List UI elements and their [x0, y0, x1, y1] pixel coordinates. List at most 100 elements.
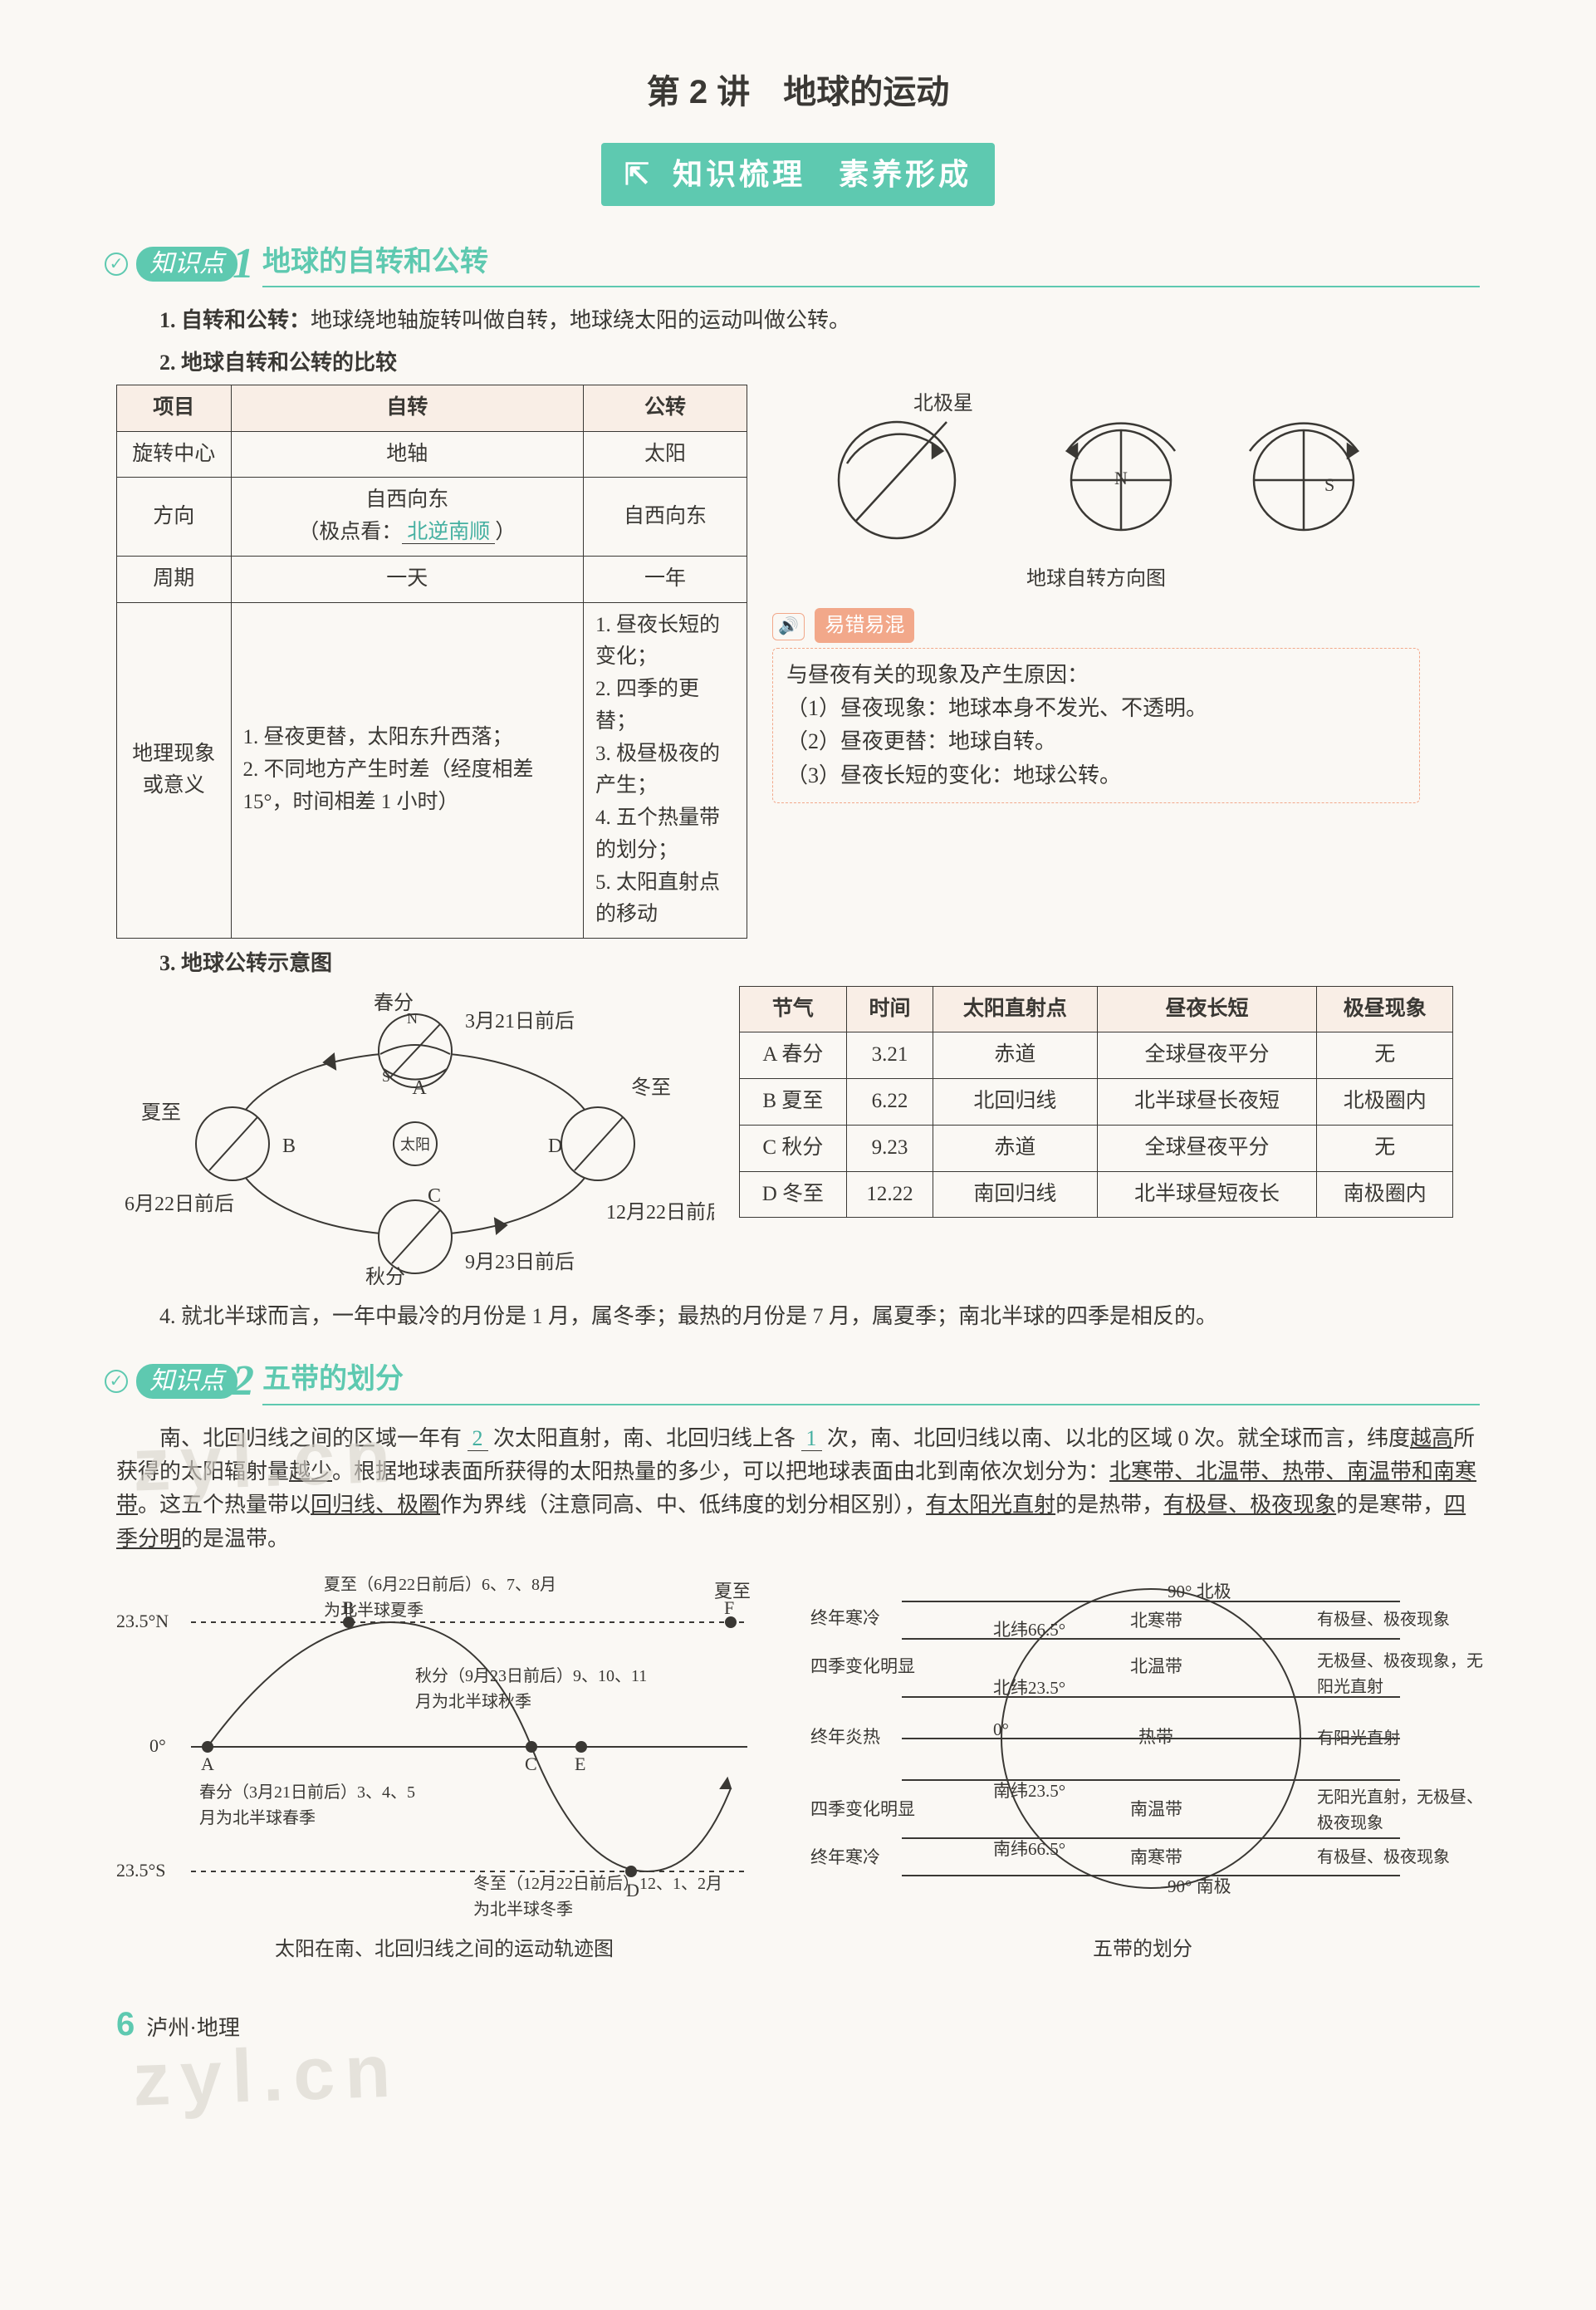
t2-c: 全球昼夜平分 [1097, 1125, 1317, 1171]
t2-h0: 节气 [740, 986, 847, 1032]
t1-r2c2: 一年 [583, 556, 747, 602]
t1-r0c1: 地轴 [231, 431, 583, 478]
svg-text:90° 北极: 90° 北极 [1168, 1582, 1231, 1601]
t2-c: C 秋分 [740, 1125, 847, 1171]
kp-number: 1 [233, 231, 254, 298]
svg-text:北纬23.5°: 北纬23.5° [993, 1678, 1065, 1698]
polaris-label: 北极星 [913, 392, 973, 414]
solar-path-caption: 太阳在南、北回归线之间的运动轨迹图 [116, 1935, 772, 1965]
kp-number: 2 [233, 1348, 254, 1415]
spring-note: 春分（3月21日前后）3、4、5月为北半球春季 [199, 1780, 415, 1832]
zone-r0: 有极昼、极夜现象 [1317, 1607, 1483, 1633]
t1-h1: 自转 [231, 385, 583, 431]
svg-text:热带: 热带 [1138, 1727, 1173, 1747]
t2-c: 南极圈内 [1317, 1171, 1453, 1218]
kp2-g: 作为界线（注意同高、中、低纬度的划分相区别）， [440, 1493, 926, 1517]
t2-c: 6.22 [846, 1079, 933, 1126]
five-zones-caption: 五带的划分 [802, 1935, 1483, 1965]
svg-text:0°: 0° [993, 1719, 1009, 1739]
svg-text:90° 南极: 90° 南极 [1168, 1876, 1231, 1896]
svg-text:23.5°N: 23.5°N [116, 1611, 169, 1631]
svg-text:夏至: 夏至 [714, 1581, 751, 1601]
kp2-ul1: 越高 [1410, 1426, 1453, 1450]
callout-line-2: （3）昼夜长短的变化：地球公转。 [786, 759, 1406, 792]
kp2-fill2: 1 [801, 1426, 822, 1451]
svg-text:B: B [282, 1135, 296, 1157]
svg-text:南纬66.5°: 南纬66.5° [993, 1839, 1065, 1859]
t1-h2: 公转 [583, 385, 747, 431]
t1-r1c1: 自西向东 （极点看：北逆南顺） [231, 478, 583, 557]
winter-note: 冬至（12月22日前后）12、1、2月为北半球冬季 [473, 1871, 722, 1921]
t2-h2: 太阳直射点 [933, 986, 1097, 1032]
svg-text:A: A [201, 1753, 214, 1774]
t1-r3c1: 1. 昼夜更替，太阳东升西落； 2. 不同地方产生时差（经度相差 15°，时间相… [231, 602, 583, 939]
t1-r1c1b-fill: 北逆南顺 [402, 521, 495, 544]
svg-text:3月21日前后: 3月21日前后 [465, 1010, 575, 1032]
section-banner: ⇱ 知识梳理 素养形成 [116, 143, 1480, 206]
lecture-title: 第 2 讲 地球的运动 [116, 66, 1480, 118]
t2-c: 北极圈内 [1317, 1079, 1453, 1126]
summer-note: 夏至（6月22日前后）6、7、8月为北半球夏季 [324, 1572, 556, 1622]
zone-r3: 无阳光直射，无极昼、极夜现象 [1317, 1785, 1483, 1832]
kp2-h: 的是热带， [1055, 1493, 1163, 1517]
kp1-para1: 1. 自转和公转：地球绕地轴旋转叫做自转，地球绕太阳的运动叫做公转。 [116, 304, 1480, 337]
solar-terms-table: 节气 时间 太阳直射点 昼夜长短 极昼现象 A 春分3.21赤道全球昼夜平分无 … [739, 986, 1453, 1219]
t1-r1c1a: 自西向东 [365, 488, 448, 511]
svg-text:23.5°S: 23.5°S [116, 1860, 166, 1881]
svg-text:0°: 0° [149, 1735, 166, 1756]
callout-label: 易错易混 [815, 608, 914, 642]
footer-text: 泸州·地理 [146, 2012, 240, 2045]
t2-c: 北半球昼长夜短 [1097, 1079, 1317, 1126]
svg-text:N: N [407, 1010, 418, 1027]
svg-text:D: D [548, 1135, 562, 1157]
rotation-diagram: N S 北极星 地球自转方向图 [772, 385, 1420, 595]
svg-text:南温带: 南温带 [1130, 1799, 1182, 1819]
kp-marker-icon: ✓ [105, 1370, 128, 1393]
t1-r3c0: 地理现象或意义 [117, 602, 232, 939]
svg-text:C: C [525, 1753, 537, 1774]
svg-text:四季变化明显: 四季变化明显 [810, 1799, 915, 1819]
kp2-header: ✓ 知识点 2 五带的划分 [116, 1348, 1480, 1415]
comparison-table: 项目 自转 公转 旋转中心 地轴 太阳 方向 自西向东 （极点看：北逆南顺） 自… [116, 385, 747, 939]
t1-r1c0: 方向 [117, 478, 232, 557]
svg-text:秋分: 秋分 [365, 1266, 405, 1285]
svg-text:冬至: 冬至 [631, 1077, 671, 1099]
t1-r3c2: 1. 昼夜长短的变化； 2. 四季的更替； 3. 极昼极夜的产生； 4. 五个热… [583, 602, 747, 939]
t1-r2c1: 一天 [231, 556, 583, 602]
kp2-fill1: 2 [468, 1426, 488, 1451]
kp2-ul4: 回归线、极圈 [311, 1493, 440, 1517]
svg-text:南寒带: 南寒带 [1130, 1847, 1182, 1867]
kp1-p2-label: 2. 地球自转和公转的比较 [116, 346, 1480, 380]
t2-c: A 春分 [740, 1032, 847, 1079]
page-number: 6 [116, 1999, 135, 2050]
svg-text:N: N [1114, 468, 1128, 488]
kp2-i: 的是寒带， [1336, 1493, 1444, 1517]
kp-title: 地球的自转和公转 [262, 241, 1480, 288]
svg-text:终年炎热: 终年炎热 [810, 1727, 880, 1747]
t2-c: 无 [1317, 1032, 1453, 1079]
kp2-j: 的是温带。 [181, 1527, 289, 1551]
t1-r2c0: 周期 [117, 556, 232, 602]
callout-box: 与昼夜有关的现象及产生原因： （1）昼夜现象：地球本身不发光、不透明。 （2）昼… [772, 648, 1420, 803]
orbit-diagram: 春分 3月21日前后 A 夏至 6月22日前后 B 冬至 12月22日前后 D … [116, 986, 714, 1295]
kp2-f: 。这五个热量带以 [138, 1493, 311, 1517]
zone-r2: 有阳光直射 [1317, 1726, 1483, 1752]
svg-text:北温带: 北温带 [1130, 1656, 1182, 1676]
kp-pill: 知识点 [136, 1364, 237, 1399]
svg-text:E: E [575, 1753, 585, 1774]
svg-text:12月22日前后: 12月22日前后 [606, 1201, 714, 1224]
kp2-para: 南、北回归线之间的区域一年有 2 次太阳直射，南、北回归线上各 1 次，南、北回… [116, 1422, 1480, 1556]
t2-c: 北回归线 [933, 1079, 1097, 1126]
t2-h3: 昼夜长短 [1097, 986, 1317, 1032]
svg-text:南纬23.5°: 南纬23.5° [993, 1781, 1065, 1801]
kp1-p1-label: 1. 自转和公转： [159, 308, 311, 332]
t2-c: D 冬至 [740, 1171, 847, 1218]
t2-c: 赤道 [933, 1125, 1097, 1171]
speaker-icon: 🔊 [772, 613, 805, 640]
kp-pill: 知识点 [136, 247, 237, 282]
rotation-caption: 地球自转方向图 [772, 564, 1420, 595]
svg-text:9月23日前后: 9月23日前后 [465, 1251, 575, 1273]
autumn-note: 秋分（9月23日前后）9、10、11月为北半球秋季 [415, 1664, 648, 1715]
zone-r4: 有极昼、极夜现象 [1317, 1845, 1483, 1871]
svg-text:夏至: 夏至 [141, 1102, 181, 1124]
